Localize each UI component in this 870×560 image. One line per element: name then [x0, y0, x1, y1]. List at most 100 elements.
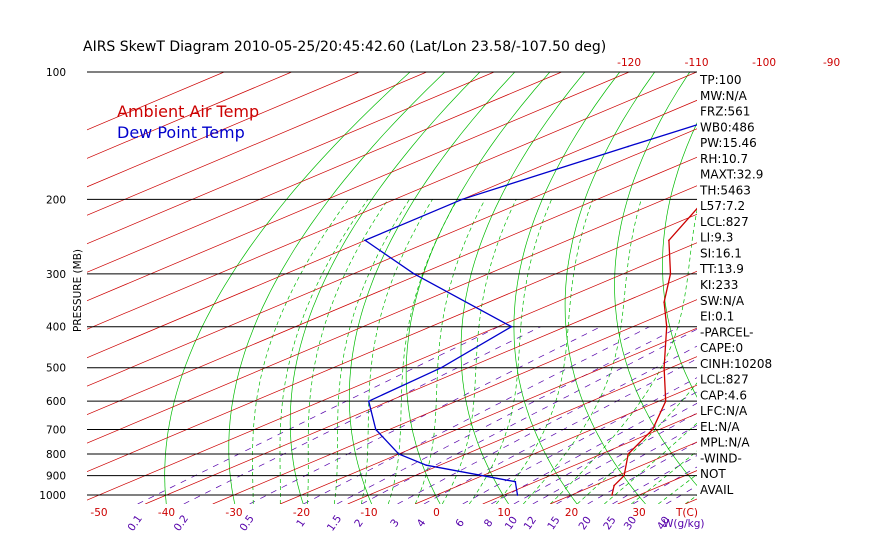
dewpoint-point	[397, 453, 400, 455]
mixing-ratio-line	[612, 455, 697, 504]
isotherm-line	[87, 242, 697, 501]
stability-index-label: SW:N/A	[700, 294, 745, 308]
stability-index-label: TH:5463	[699, 183, 751, 197]
dry-adiabat-line	[840, 72, 870, 504]
isotherm-line	[347, 356, 697, 504]
legend-ambient-air-temp: Ambient Air Temp	[117, 102, 259, 121]
mixing-ratio-line	[183, 326, 541, 504]
top-temp-tick-label: -100	[752, 57, 776, 69]
dry-adiabat-line	[289, 72, 481, 504]
top-temp-tick-label: -110	[685, 57, 709, 69]
mixing-ratio-line	[462, 377, 697, 504]
dry-adiabat-line	[798, 72, 870, 504]
dewpoint-point	[413, 273, 415, 275]
stability-index-label: MAXT:32.9	[700, 168, 763, 182]
moist-adiabat-line	[469, 199, 552, 504]
top-temp-tick-label: -90	[823, 57, 840, 69]
dry-adiabat-line	[662, 122, 697, 398]
dry-adiabat-line	[513, 72, 620, 504]
bottom-temperature-labels: -50 -40 -30 -20 -10 0 10 20 30	[90, 507, 645, 519]
mixing-ratio-line	[423, 358, 697, 504]
stability-index-label: SI:16.1	[700, 246, 742, 260]
dewpoint-point	[510, 325, 513, 328]
stability-index-label: PW:15.46	[700, 136, 757, 150]
mixing-ratio-tick-label: 25	[601, 514, 619, 532]
isotherm-line	[87, 72, 292, 159]
mixing-ratio-line	[632, 466, 697, 504]
dewpoint-point	[514, 480, 517, 483]
mixing-ratio-tick-label: 15	[545, 514, 563, 532]
dewpoint-point	[627, 145, 629, 148]
dry-adiabat-line	[405, 72, 551, 504]
mixing-ratio-tick-label: 20	[576, 514, 594, 532]
stability-index-label: CAP:4.6	[700, 388, 747, 402]
bottom-temp-tick-label: -20	[293, 507, 310, 519]
temperature-point	[665, 325, 668, 328]
stability-index-label: MPL:N/A	[700, 436, 750, 450]
dewpoint-profile-line	[363, 124, 697, 496]
sounding-profiles	[363, 124, 697, 496]
mixing-ratio-line	[491, 391, 697, 504]
mixing-ratio-line	[137, 326, 499, 504]
skewt-grid	[87, 72, 870, 504]
stability-index-label: EL:N/A	[700, 420, 740, 434]
isobars	[87, 71, 697, 496]
stability-index-label: WB0:486	[700, 120, 755, 134]
bottom-temp-tick-label: -50	[90, 507, 107, 519]
temperature-point	[663, 366, 665, 369]
stability-index-label: LCL:827	[700, 373, 749, 387]
pressure-tick-label: 400	[46, 322, 66, 334]
isotherms	[87, 72, 870, 504]
isotherm-line	[145, 270, 697, 504]
isotherm-line	[87, 72, 697, 330]
pressure-tick-label: 100	[46, 67, 66, 79]
temperature-point	[611, 494, 613, 496]
mixing-ratio-line	[665, 485, 697, 504]
stability-index-label: LFC:N/A	[700, 404, 748, 418]
stability-index-label: TP:100	[699, 73, 742, 87]
stability-index-label: RH:10.7	[700, 152, 748, 166]
temperature-point	[663, 301, 665, 303]
bottom-temp-tick-label: -40	[158, 507, 175, 519]
stability-index-label: CINH:10208	[700, 357, 772, 371]
mixing-ratio-line	[532, 412, 697, 504]
isotherm-line	[415, 384, 697, 504]
stability-index-label: L57:7.2	[700, 199, 745, 213]
pressure-tick-label: 500	[46, 363, 66, 375]
isotherm-line	[87, 213, 697, 472]
temperature-point	[669, 273, 672, 275]
y-axis-label: PRESSURE (MB)	[72, 249, 84, 332]
dry-adiabat-line	[754, 72, 870, 504]
isotherm-line	[87, 72, 360, 188]
mixing-ratio-line	[513, 402, 697, 504]
stability-index-label: KI:233	[700, 278, 738, 292]
pressure-tick-label: 600	[46, 396, 66, 408]
moist-adiabat-line	[441, 199, 517, 504]
dry-adiabat-line	[614, 72, 697, 487]
mixing-ratio-lines	[137, 326, 697, 504]
isotherm-line	[753, 72, 870, 504]
moist-adiabat-line	[631, 450, 697, 504]
stability-index-label: -WIND-	[700, 451, 742, 465]
pressure-tick-label: 1000	[39, 490, 66, 502]
temperature-point	[623, 474, 625, 477]
pressure-tick-label: 700	[46, 425, 66, 437]
temperature-point	[668, 239, 670, 242]
moist-adiabat-line	[496, 199, 594, 504]
dewpoint-point	[425, 464, 428, 466]
moist-adiabat-line	[279, 199, 369, 504]
moist-adiabat-line	[306, 199, 389, 504]
stability-index-label: EI:0.1	[700, 310, 734, 324]
stability-index-label: CAPE:0	[700, 341, 743, 355]
stability-index-label: FRZ:561	[700, 105, 750, 119]
bottom-temp-tick-label: -10	[360, 507, 377, 519]
dewpoint-point	[367, 400, 370, 402]
dry-adiabat-line	[164, 72, 411, 504]
moist-adiabat-line	[658, 473, 697, 504]
moist-adiabat-line	[577, 382, 697, 504]
mixing-ratio-tick-label: 0.1	[126, 513, 145, 534]
chart-title: AIRS SkewT Diagram 2010-05-25/20:45:42.6…	[83, 39, 606, 55]
mixing-ratio-tick-label: 4	[415, 517, 429, 530]
